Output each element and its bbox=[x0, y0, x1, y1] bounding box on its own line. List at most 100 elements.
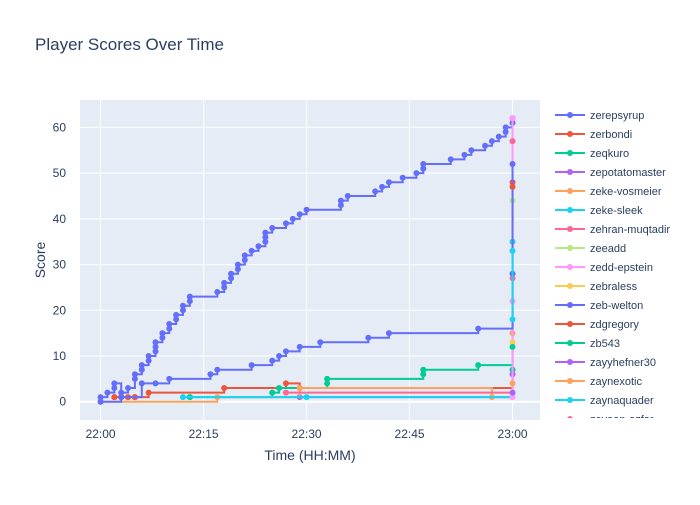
data-point[interactable] bbox=[248, 247, 255, 254]
data-point[interactable] bbox=[152, 380, 159, 387]
data-point[interactable] bbox=[118, 389, 125, 396]
data-point[interactable] bbox=[97, 398, 104, 405]
data-point[interactable] bbox=[173, 311, 180, 318]
data-point[interactable] bbox=[379, 183, 386, 190]
data-point[interactable] bbox=[269, 389, 276, 396]
data-point[interactable] bbox=[296, 211, 303, 218]
data-point[interactable] bbox=[289, 215, 296, 222]
data-point[interactable] bbox=[262, 234, 269, 241]
data-point[interactable] bbox=[186, 298, 193, 305]
data-point[interactable] bbox=[228, 275, 235, 282]
data-point[interactable] bbox=[214, 366, 221, 373]
legend-item[interactable]: zaynaquader bbox=[555, 395, 654, 407]
data-point[interactable] bbox=[166, 321, 173, 327]
data-point[interactable] bbox=[509, 183, 516, 190]
legend-item[interactable]: zerepsyrup bbox=[555, 110, 644, 122]
data-point[interactable] bbox=[241, 252, 248, 259]
legend-item[interactable]: zeke-vosmeier bbox=[555, 186, 662, 198]
data-point[interactable] bbox=[179, 394, 186, 401]
data-point[interactable] bbox=[337, 197, 344, 204]
data-point[interactable] bbox=[365, 334, 372, 341]
data-point[interactable] bbox=[234, 266, 241, 273]
data-point[interactable] bbox=[179, 307, 186, 314]
data-point[interactable] bbox=[131, 375, 138, 382]
legend-item[interactable]: zayyhefner30 bbox=[555, 357, 656, 369]
data-point[interactable] bbox=[145, 357, 152, 364]
data-point[interactable] bbox=[152, 339, 159, 346]
data-point[interactable] bbox=[399, 174, 406, 181]
data-point[interactable] bbox=[118, 394, 125, 401]
data-point[interactable] bbox=[509, 316, 516, 323]
data-point[interactable] bbox=[324, 380, 331, 387]
data-point[interactable] bbox=[138, 380, 145, 387]
data-point[interactable] bbox=[509, 339, 516, 346]
data-point[interactable] bbox=[385, 330, 392, 337]
legend-item[interactable]: zaynexotic bbox=[555, 376, 642, 388]
data-point[interactable] bbox=[282, 389, 289, 396]
legend-item[interactable]: zb543 bbox=[555, 338, 620, 350]
data-point[interactable] bbox=[234, 261, 241, 268]
data-point[interactable] bbox=[159, 330, 166, 337]
data-point[interactable] bbox=[179, 302, 186, 309]
data-point[interactable] bbox=[420, 165, 427, 172]
data-point[interactable] bbox=[207, 371, 214, 378]
data-point[interactable] bbox=[282, 220, 289, 227]
data-point[interactable] bbox=[468, 147, 475, 154]
data-point[interactable] bbox=[413, 170, 420, 177]
data-point[interactable] bbox=[152, 343, 159, 350]
data-point[interactable] bbox=[296, 343, 303, 350]
data-point[interactable] bbox=[173, 316, 180, 323]
data-point[interactable] bbox=[296, 385, 303, 391]
data-point[interactable] bbox=[509, 161, 516, 167]
data-point[interactable] bbox=[166, 375, 173, 382]
data-point[interactable] bbox=[420, 161, 427, 167]
data-point[interactable] bbox=[509, 380, 516, 387]
data-point[interactable] bbox=[241, 257, 248, 263]
data-point[interactable] bbox=[475, 362, 482, 369]
legend-item[interactable]: zeeadd bbox=[555, 243, 626, 255]
data-point[interactable] bbox=[282, 380, 289, 387]
data-point[interactable] bbox=[221, 279, 228, 286]
data-point[interactable] bbox=[461, 151, 468, 158]
data-point[interactable] bbox=[475, 325, 482, 332]
legend-item[interactable]: zdgregory bbox=[555, 319, 639, 331]
legend-item[interactable]: zebraless bbox=[555, 281, 638, 293]
data-point[interactable] bbox=[509, 394, 516, 401]
data-point[interactable] bbox=[324, 375, 331, 382]
data-point[interactable] bbox=[317, 339, 324, 346]
data-point[interactable] bbox=[125, 385, 132, 391]
data-point[interactable] bbox=[282, 348, 289, 355]
data-point[interactable] bbox=[509, 247, 516, 254]
data-point[interactable] bbox=[488, 138, 495, 145]
data-point[interactable] bbox=[269, 225, 276, 231]
data-point[interactable] bbox=[502, 124, 509, 131]
data-point[interactable] bbox=[420, 371, 427, 378]
data-point[interactable] bbox=[111, 380, 118, 387]
data-point[interactable] bbox=[145, 353, 152, 359]
data-point[interactable] bbox=[420, 366, 427, 373]
data-point[interactable] bbox=[303, 206, 310, 213]
legend-item[interactable]: zeke-sleek bbox=[555, 205, 643, 217]
data-point[interactable] bbox=[131, 371, 138, 378]
legend-item[interactable]: zerbondi bbox=[555, 129, 632, 141]
data-point[interactable] bbox=[447, 156, 454, 163]
data-point[interactable] bbox=[138, 366, 145, 373]
data-point[interactable] bbox=[502, 129, 509, 135]
data-point[interactable] bbox=[385, 179, 392, 186]
data-point[interactable] bbox=[166, 325, 173, 332]
legend-item[interactable]: zehran-muqtadir bbox=[555, 224, 670, 236]
data-point[interactable] bbox=[276, 385, 283, 391]
data-point[interactable] bbox=[111, 394, 118, 401]
data-point[interactable] bbox=[269, 357, 276, 364]
data-point[interactable] bbox=[303, 394, 310, 401]
data-point[interactable] bbox=[509, 138, 516, 145]
data-point[interactable] bbox=[255, 243, 262, 250]
data-point[interactable] bbox=[152, 348, 159, 355]
data-point[interactable] bbox=[262, 229, 269, 236]
data-point[interactable] bbox=[214, 289, 221, 295]
data-point[interactable] bbox=[482, 142, 489, 149]
data-point[interactable] bbox=[145, 389, 152, 396]
data-point[interactable] bbox=[221, 385, 228, 391]
data-point[interactable] bbox=[138, 362, 145, 369]
data-point[interactable] bbox=[276, 353, 283, 359]
